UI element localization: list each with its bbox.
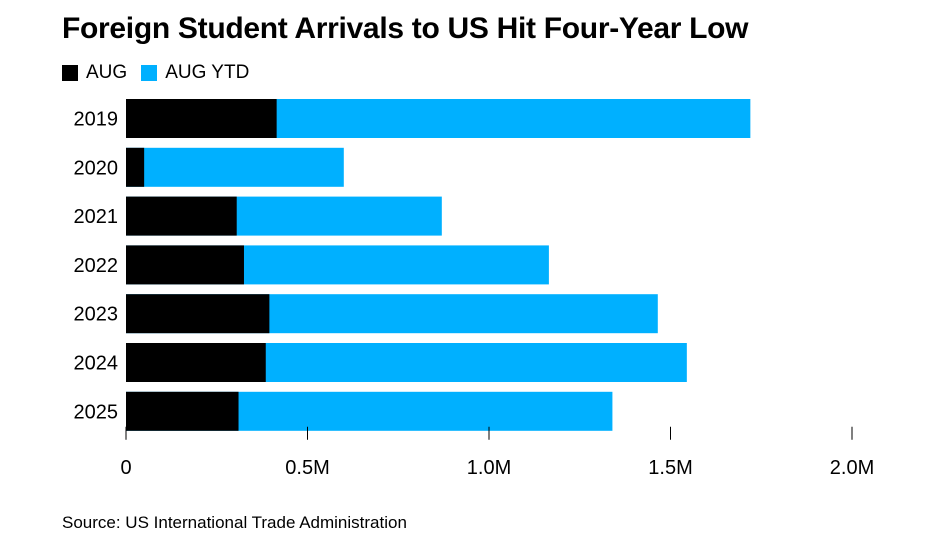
y-tick-label-2021: 2021 [74,206,119,228]
y-tick-label-2022: 2022 [74,255,119,277]
bar-aug-2021 [126,196,237,236]
bar-aug-ytd-2020 [126,147,344,187]
bar-aug-2019 [126,99,277,138]
y-tick-label-2023: 2023 [74,304,119,326]
legend-swatch-aug [62,65,78,81]
source-note: Source: US International Trade Administr… [62,513,407,532]
x-tick-label-1: 0.5M [285,457,329,479]
bar-aug-2022 [126,245,244,285]
y-tick-label-2020: 2020 [74,157,119,179]
x-tick-label-0: 0 [120,457,131,479]
bar-aug-2023 [126,294,270,334]
x-tick-label-2: 1.0M [467,457,511,479]
legend-swatch-aug-ytd [141,65,158,81]
x-tick-label-3: 1.5M [648,457,692,479]
legend-item-aug-ytd: AUG YTD [141,62,249,84]
y-tick-label-2025: 2025 [74,401,119,423]
legend-label-aug: AUG [86,62,128,83]
y-tick-label-2019: 2019 [74,109,119,131]
legend: AUG AUG YTD [62,62,263,84]
bar-aug-2025 [126,391,239,431]
y-tick-label-2024: 2024 [74,353,119,375]
x-tick-label-4: 2.0M [830,457,874,479]
chart-title: Foreign Student Arrivals to US Hit Four-… [62,12,749,45]
bar-aug-2024 [126,343,266,382]
legend-item-aug: AUG [62,62,127,84]
legend-label-aug-ytd: AUG YTD [165,62,250,83]
bar-aug-2020 [126,147,145,187]
